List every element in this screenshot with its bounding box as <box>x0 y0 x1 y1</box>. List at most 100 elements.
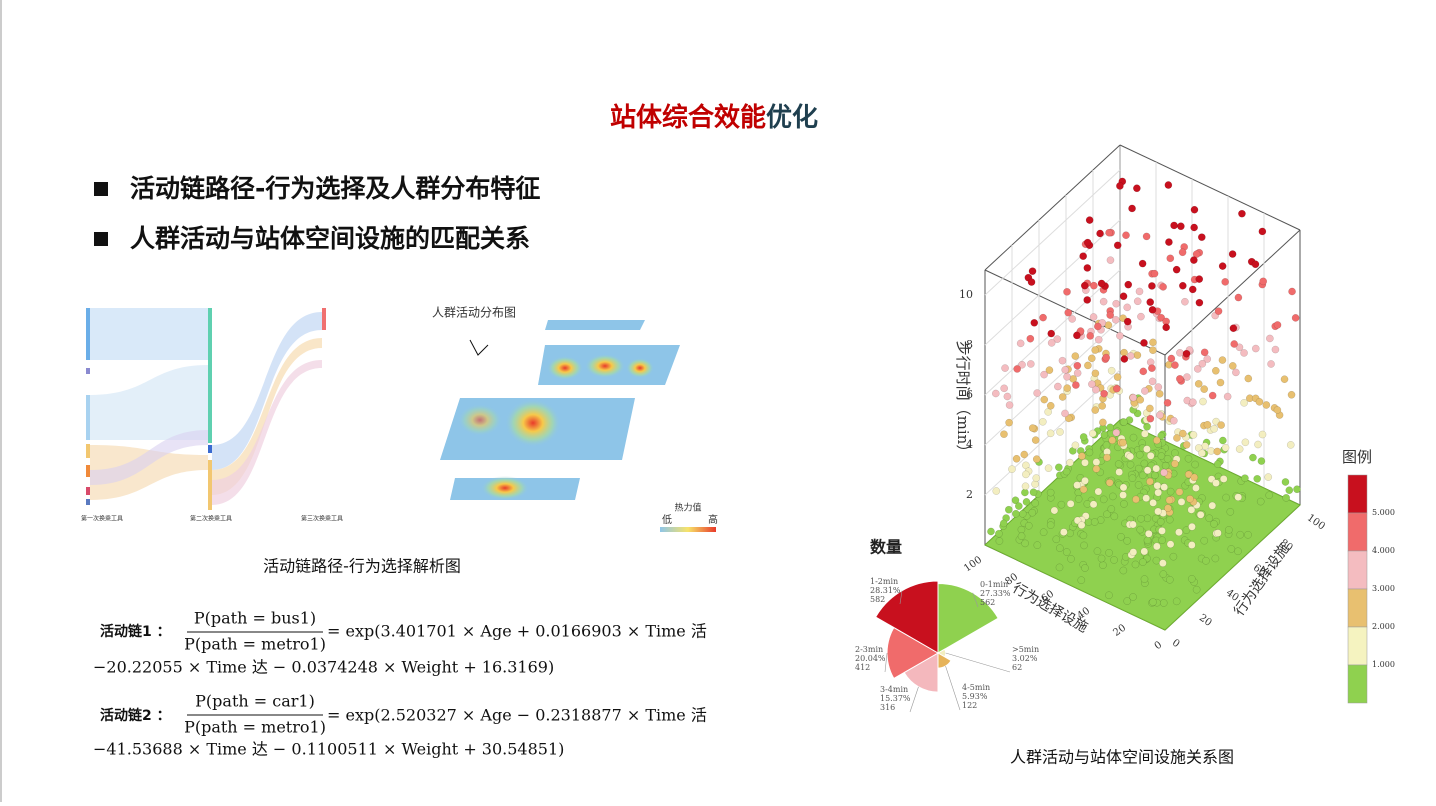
dot <box>1062 467 1071 476</box>
dot <box>1165 238 1173 246</box>
rose-label-value: 122 <box>962 701 977 710</box>
rose-label-value: 562 <box>980 598 995 607</box>
dot <box>1088 380 1096 389</box>
dot <box>1105 478 1114 487</box>
dot <box>1148 305 1157 314</box>
dot <box>1241 474 1249 483</box>
dot <box>1271 345 1280 354</box>
dot <box>1099 561 1107 570</box>
dot <box>1046 429 1055 438</box>
dot <box>1159 559 1167 567</box>
dot <box>1063 372 1071 381</box>
dot <box>1190 256 1198 264</box>
dot <box>1132 495 1140 504</box>
dot <box>1234 293 1243 302</box>
dot <box>1110 512 1119 521</box>
dot <box>1108 436 1117 445</box>
dot <box>1161 461 1170 470</box>
dot <box>1166 540 1175 549</box>
dot <box>1235 445 1244 453</box>
dot <box>1001 364 1009 372</box>
heatmap-high: 高 <box>708 513 718 526</box>
dot <box>1191 460 1199 469</box>
dot <box>1106 311 1115 319</box>
dot <box>1148 377 1157 386</box>
dot <box>1067 555 1075 563</box>
dot <box>1201 442 1209 450</box>
dot <box>1216 378 1225 387</box>
dot <box>1181 297 1189 306</box>
dot <box>1281 478 1290 486</box>
dot <box>1129 433 1138 442</box>
dot <box>1059 528 1068 536</box>
legend-title: 图例 <box>1342 448 1372 466</box>
dot <box>1024 521 1033 530</box>
dot <box>1258 430 1267 439</box>
dot <box>1004 505 1013 514</box>
dot <box>1134 464 1143 473</box>
dot <box>1189 430 1198 439</box>
dot <box>1102 353 1111 362</box>
dot <box>1152 542 1161 551</box>
dot <box>1167 354 1176 363</box>
dot <box>1146 414 1155 423</box>
dot <box>1133 351 1142 360</box>
dot <box>1089 500 1098 509</box>
dot <box>1040 395 1049 404</box>
dot <box>1146 477 1154 486</box>
dot <box>1255 397 1264 406</box>
dot <box>1083 238 1092 247</box>
dot <box>1182 526 1191 535</box>
dot <box>1106 256 1115 265</box>
dot <box>1012 509 1020 518</box>
dot <box>1134 481 1143 489</box>
dot <box>1018 360 1026 369</box>
z-tick-label: 4 <box>966 438 973 451</box>
leader <box>972 592 979 608</box>
dot <box>1000 430 1008 439</box>
dot <box>1264 473 1273 481</box>
dot <box>1055 563 1064 572</box>
x-tick-label: 100 <box>962 554 984 574</box>
dot <box>1157 313 1165 322</box>
dot <box>1119 438 1127 447</box>
dot <box>1000 384 1009 393</box>
dot <box>1137 312 1145 321</box>
dot <box>1133 184 1141 193</box>
dot <box>1280 375 1289 384</box>
dot <box>1200 536 1209 545</box>
dot <box>1052 535 1061 544</box>
dot <box>1140 429 1149 438</box>
dot <box>1092 385 1100 394</box>
dot <box>1120 355 1129 363</box>
legend-label: 3.000 <box>1372 584 1395 593</box>
rose-label-value: 316 <box>880 703 895 712</box>
dot <box>1154 507 1162 516</box>
dot <box>1197 233 1206 242</box>
dot <box>1163 454 1172 463</box>
dot <box>1073 481 1081 489</box>
dot <box>1146 298 1155 307</box>
dot <box>1055 544 1064 553</box>
dot <box>1064 414 1073 423</box>
rose-label-name: 0-1min <box>980 580 1008 589</box>
dot <box>1061 366 1070 374</box>
z-tick-label: 10 <box>959 288 973 301</box>
dot <box>1143 445 1151 453</box>
dot <box>1005 418 1013 427</box>
dot <box>995 529 1003 538</box>
dot <box>1171 361 1179 369</box>
dot <box>1253 474 1262 483</box>
legend-swatch <box>1347 664 1368 704</box>
dot <box>1031 436 1040 444</box>
dot <box>1017 525 1026 534</box>
formula-label: 活动链1 ： <box>100 623 171 640</box>
dot <box>1193 365 1202 373</box>
dot <box>1091 406 1100 414</box>
dot <box>1039 528 1048 537</box>
dot <box>1170 459 1179 468</box>
dot <box>1153 481 1162 490</box>
dot <box>1093 547 1102 556</box>
dot <box>1228 362 1237 370</box>
